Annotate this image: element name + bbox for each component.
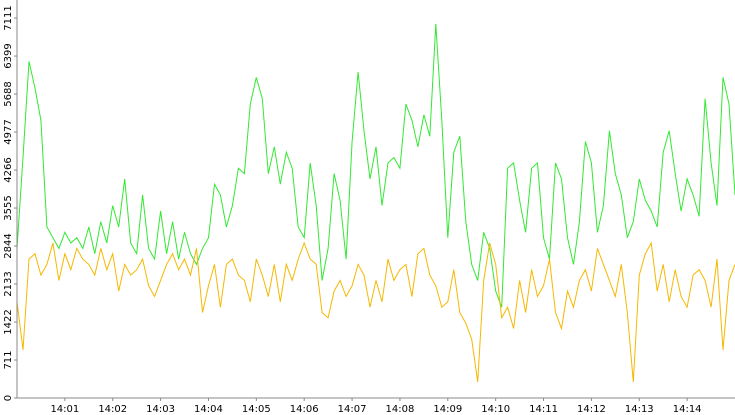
x-tick-label: 14:04 — [194, 404, 223, 415]
y-tick-label: 2133 — [3, 271, 14, 296]
x-tick-label: 14:02 — [98, 404, 127, 415]
x-tick-label: 14:10 — [481, 404, 510, 415]
x-tick-label: 14:11 — [529, 404, 558, 415]
y-tick-label: 711 — [3, 350, 14, 369]
x-tick-label: 14:08 — [386, 404, 415, 415]
x-tick-label: 14:01 — [50, 404, 79, 415]
y-tick-label: 3555 — [3, 195, 14, 220]
series-line — [16, 241, 735, 383]
x-tick-label: 14:09 — [433, 404, 462, 415]
x-tick-label: 14:07 — [338, 404, 367, 415]
y-tick-label: 4266 — [3, 157, 14, 182]
x-tick-label: 14:14 — [673, 404, 702, 415]
y-tick-label: 6399 — [3, 43, 14, 68]
y-tick-label: 2844 — [3, 233, 14, 258]
x-tick-label: 14:05 — [242, 404, 271, 415]
y-tick-label: 4977 — [3, 119, 14, 144]
x-tick-label: 14:12 — [577, 404, 606, 415]
x-tick-label: 14:06 — [290, 404, 319, 415]
y-tick-label: 7111 — [3, 5, 14, 30]
y-tick-label: 0 — [3, 395, 14, 401]
x-tick-label: 14:13 — [625, 404, 654, 415]
y-tick-label: 5688 — [3, 81, 14, 106]
y-tick-label: 1422 — [3, 309, 14, 334]
x-tick-label: 14:03 — [146, 404, 175, 415]
series-line — [16, 23, 735, 308]
